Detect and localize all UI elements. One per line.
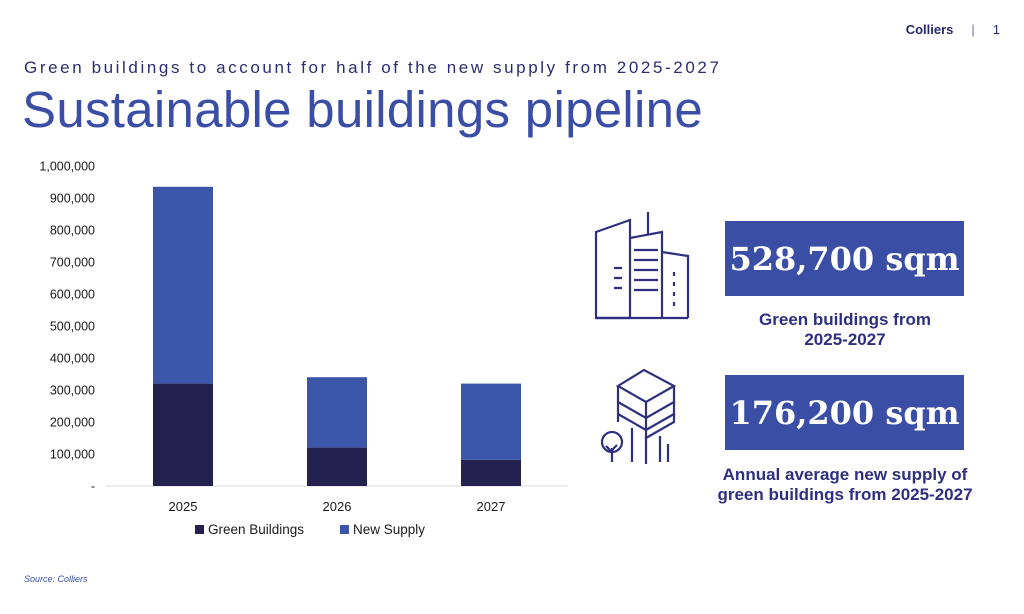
office-buildings-icon bbox=[594, 212, 690, 320]
kpi-value-green-buildings: 528,700 sqm bbox=[725, 221, 964, 296]
kpi-value-annual-average: 176,200 sqm bbox=[725, 375, 964, 450]
kpi-caption-annual-average: Annual average new supply of green build… bbox=[690, 465, 1000, 505]
stacked-bar-chart: - 100,000 200,000 300,000 400,000 500,000 600,… bbox=[39, 160, 568, 537]
y-axis-labels: - 100,000 200,000 300,000 400,000 500,000 600,… bbox=[39, 160, 95, 494]
x-axis-labels: 2025 2026 2027 bbox=[169, 499, 506, 514]
y-tick-label: 300,000 bbox=[50, 384, 95, 398]
y-tick-label: 1,000,000 bbox=[39, 160, 95, 174]
page-header: Colliers | 1 bbox=[906, 22, 1000, 37]
x-tick-label: 2025 bbox=[169, 499, 198, 514]
source-note: Source: Colliers bbox=[24, 574, 88, 584]
legend-label: Green Buildings bbox=[208, 522, 304, 537]
bar-2027-green-buildings bbox=[461, 459, 521, 486]
y-tick-label: 400,000 bbox=[50, 352, 95, 366]
y-tick-label: - bbox=[91, 480, 95, 494]
bar-2025-new-supply bbox=[153, 186, 213, 384]
header-separator: | bbox=[971, 22, 975, 37]
y-tick-label: 900,000 bbox=[50, 192, 95, 206]
bar-2026-new-supply bbox=[307, 377, 367, 448]
y-tick-label: 200,000 bbox=[50, 416, 95, 430]
legend-label: New Supply bbox=[353, 522, 425, 537]
legend-swatch bbox=[195, 525, 204, 534]
green-building-tree-icon bbox=[600, 368, 677, 464]
y-tick-label: 600,000 bbox=[50, 288, 95, 302]
x-tick-label: 2027 bbox=[477, 499, 506, 514]
y-tick-label: 800,000 bbox=[50, 224, 95, 238]
y-tick-label: 700,000 bbox=[50, 256, 95, 270]
kpi-caption-line2: 2025-2027 bbox=[804, 330, 886, 349]
page-number: 1 bbox=[992, 22, 1000, 37]
x-tick-label: 2026 bbox=[323, 499, 352, 514]
chart-legend: Green Buildings New Supply bbox=[195, 522, 425, 537]
kpi-caption-line1: Annual average new supply of bbox=[722, 465, 968, 484]
bar-2025-green-buildings bbox=[153, 383, 213, 486]
y-tick-label: 100,000 bbox=[50, 448, 95, 462]
kpi-caption-green-buildings: Green buildings from 2025-2027 bbox=[700, 310, 990, 350]
kpi-caption-line1: Green buildings from bbox=[759, 310, 931, 329]
kpi-caption-line2: green buildings from 2025-2027 bbox=[717, 485, 973, 504]
page-title: Sustainable buildings pipeline bbox=[22, 81, 703, 138]
y-tick-label: 500,000 bbox=[50, 320, 95, 334]
page-subtitle: Green buildings to account for half of t… bbox=[24, 58, 722, 77]
bar-2026-green-buildings bbox=[307, 447, 367, 486]
bar-2027-new-supply bbox=[461, 383, 521, 460]
bars bbox=[153, 186, 521, 486]
legend-swatch bbox=[340, 525, 349, 534]
brand-name: Colliers bbox=[905, 22, 954, 37]
